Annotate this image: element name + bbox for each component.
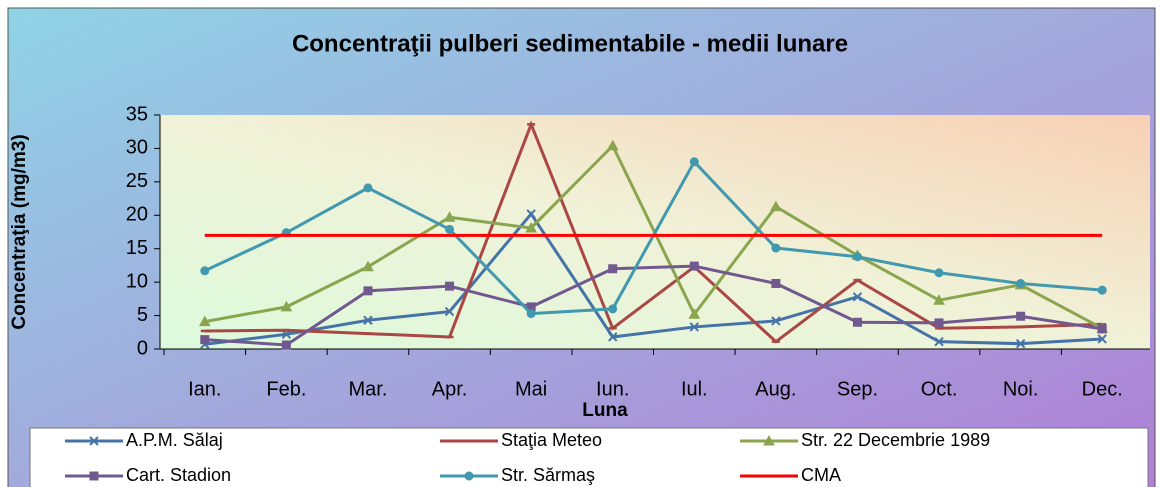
legend-label: Staţia Meteo	[501, 430, 602, 450]
marker	[606, 139, 619, 151]
legend	[29, 427, 1149, 487]
x-tick-label: Feb.	[266, 378, 306, 400]
marker	[608, 332, 618, 342]
marker	[934, 268, 944, 278]
x-tick-label: Aug.	[755, 378, 796, 400]
marker	[1016, 278, 1026, 288]
legend-label: A.P.M. Sălaj	[126, 430, 223, 450]
marker	[1097, 334, 1107, 344]
marker	[363, 286, 373, 296]
marker	[280, 300, 293, 312]
x-tick-label: Apr.	[432, 378, 468, 400]
marker	[363, 183, 373, 193]
y-tick-label: 35	[126, 103, 148, 125]
y-tick-label: 20	[126, 204, 148, 226]
marker	[362, 260, 374, 272]
x-tick-label: Noi.	[1003, 378, 1039, 400]
marker	[1015, 338, 1026, 349]
marker	[526, 209, 536, 219]
marker	[89, 471, 99, 481]
chart-title: Concentraţii pulberi sedimentabile - med…	[292, 30, 848, 57]
marker	[689, 157, 699, 167]
marker	[200, 335, 210, 345]
y-tick-label: 5	[137, 304, 148, 326]
x-tick-label: Ian.	[188, 378, 221, 400]
marker	[608, 304, 618, 314]
x-tick-label: Dec.	[1082, 378, 1123, 400]
series-line	[204, 211, 1103, 346]
marker	[852, 252, 862, 262]
marker	[445, 281, 455, 291]
y-tick-label: 30	[126, 137, 148, 159]
marker	[852, 317, 862, 327]
marker	[363, 315, 373, 325]
marker	[444, 306, 455, 317]
marker	[771, 243, 781, 253]
y-axis-title: Concentraţia (mg/m3)	[9, 134, 30, 329]
marker	[770, 200, 782, 212]
marker	[1097, 324, 1107, 334]
marker	[525, 221, 537, 233]
x-axis-title: Luna	[582, 400, 628, 421]
y-tick-label: 10	[126, 270, 148, 292]
marker	[688, 308, 701, 319]
marker	[198, 315, 211, 327]
marker	[689, 322, 699, 332]
marker	[200, 266, 210, 276]
marker	[933, 294, 945, 305]
x-tick-label: Mar.	[349, 378, 388, 400]
y-tick-label: 25	[126, 170, 148, 192]
y-tick-label: 0	[137, 337, 148, 359]
marker	[689, 261, 699, 271]
marker	[934, 318, 944, 328]
y-tick-label: 15	[126, 237, 148, 259]
legend-label: CMA	[801, 465, 841, 485]
marker	[443, 211, 456, 222]
legend-label: Str. 22 Decembrie 1989	[801, 430, 990, 450]
marker	[771, 316, 781, 326]
marker	[763, 434, 775, 446]
marker	[852, 292, 863, 302]
marker	[445, 224, 455, 234]
marker	[281, 340, 291, 350]
legend-label: Cart. Stadion	[126, 465, 231, 485]
x-tick-label: Iul.	[681, 378, 708, 400]
marker	[526, 309, 536, 319]
marker	[464, 471, 474, 481]
x-tick-label: Oct.	[921, 378, 958, 400]
series-line	[204, 143, 1103, 330]
marker	[934, 336, 944, 347]
x-tick-label: Mai	[515, 378, 547, 400]
legend-label: Str. Sărmaş	[501, 465, 595, 485]
marker	[771, 278, 781, 288]
x-tick-label: Sep.	[837, 378, 878, 400]
x-tick-label: Iun.	[596, 378, 629, 400]
marker	[1097, 285, 1107, 295]
marker	[89, 436, 99, 446]
marker	[1016, 311, 1026, 321]
series-line	[204, 264, 1103, 347]
series-line	[204, 120, 1103, 344]
marker	[608, 264, 618, 274]
